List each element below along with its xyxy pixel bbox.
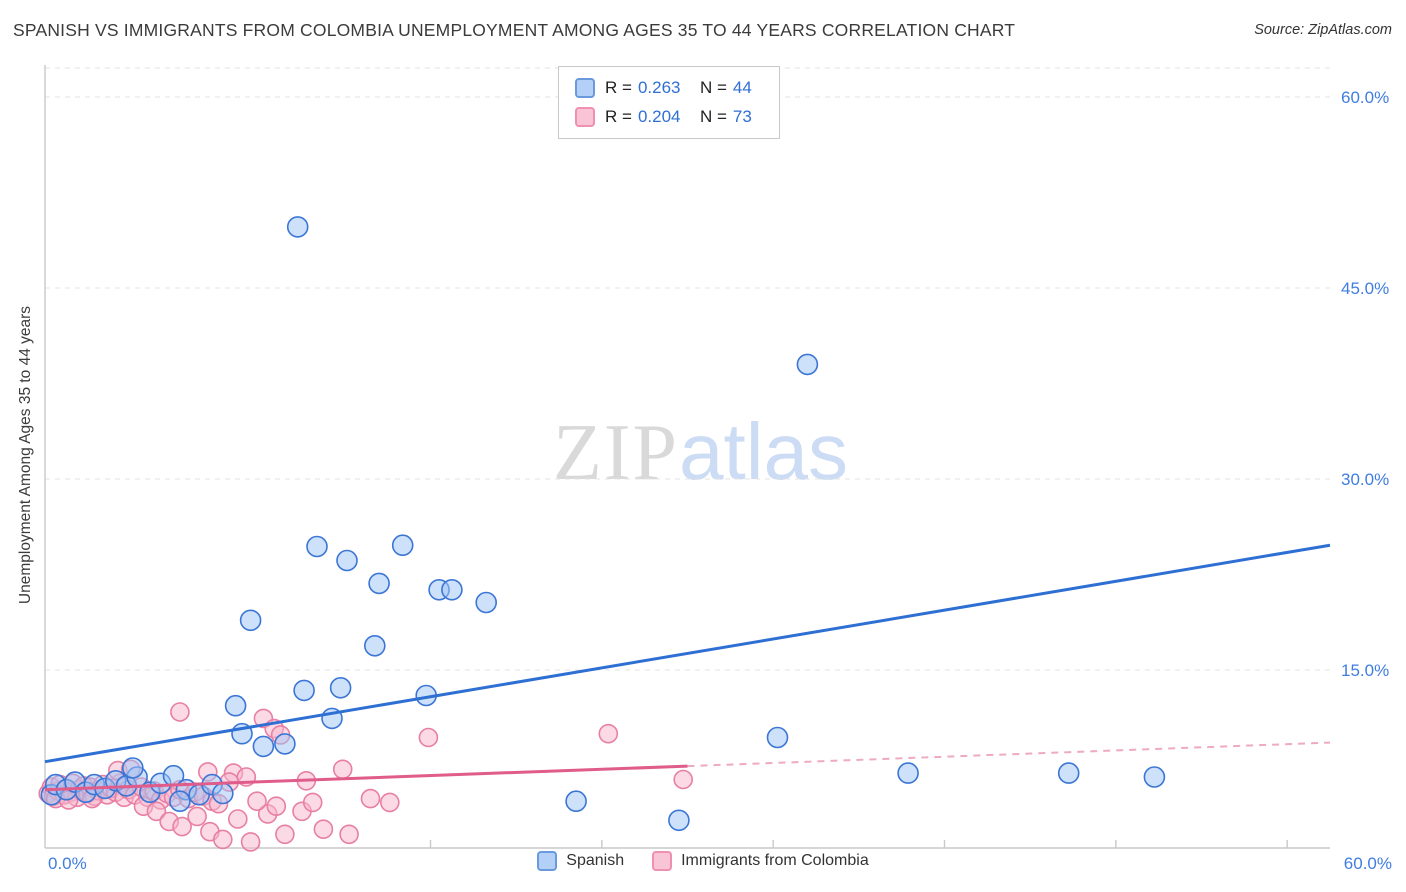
scatter-point bbox=[213, 829, 233, 850]
y-tick-label: 60.0% bbox=[1341, 88, 1389, 107]
scatter-point bbox=[169, 790, 191, 813]
r-label: R = bbox=[605, 78, 632, 97]
correlation-stats-box: R = 0.263 N = 44 R = 0.204 N = 73 bbox=[558, 66, 780, 139]
scatter-point bbox=[313, 819, 334, 840]
legend-item-colombia: Immigrants from Colombia bbox=[652, 851, 869, 871]
n-value-spanish: 44 bbox=[732, 78, 752, 97]
scatter-point bbox=[766, 726, 789, 749]
series-legend: Spanish Immigrants from Colombia bbox=[0, 851, 1406, 871]
scatter-point bbox=[598, 723, 619, 744]
n-value-colombia: 73 bbox=[732, 107, 752, 126]
scatter-point bbox=[418, 727, 439, 748]
scatter-point bbox=[212, 782, 234, 805]
scatter-point bbox=[252, 735, 275, 758]
n-label: N = bbox=[699, 107, 727, 126]
scatter-point bbox=[293, 679, 315, 702]
scatter-point bbox=[228, 809, 248, 829]
scatter-point bbox=[1143, 766, 1166, 788]
scatter-point bbox=[274, 733, 296, 755]
scatter-point bbox=[224, 694, 247, 717]
x-tick-label: 60.0% bbox=[1344, 854, 1392, 873]
scatter-point bbox=[172, 816, 192, 837]
scatter-point bbox=[329, 676, 352, 699]
colombia-swatch bbox=[575, 107, 595, 127]
scatter-point bbox=[247, 791, 267, 812]
stats-row-colombia: R = 0.204 N = 73 bbox=[575, 107, 763, 127]
scatter-point bbox=[391, 534, 414, 557]
stats-row-spanish: R = 0.263 N = 44 bbox=[575, 78, 763, 98]
trend-line bbox=[44, 543, 1331, 764]
source-label: Source: ZipAtlas.com bbox=[1254, 22, 1392, 38]
y-tick-label: 45.0% bbox=[1341, 279, 1389, 298]
legend-label-colombia: Immigrants from Colombia bbox=[681, 852, 869, 869]
r-value-colombia: 0.204 bbox=[637, 107, 681, 126]
x-tick-label: 0.0% bbox=[48, 854, 87, 873]
scatter-point bbox=[379, 792, 400, 813]
scatter-point bbox=[360, 788, 381, 809]
scatter-point bbox=[240, 832, 261, 852]
spanish-swatch bbox=[537, 851, 558, 871]
scatter-point bbox=[1057, 762, 1080, 784]
chart-title: SPANISH VS IMMIGRANTS FROM COLOMBIA UNEM… bbox=[13, 20, 1016, 40]
scatter-point bbox=[673, 769, 694, 790]
scatter-point bbox=[146, 801, 167, 822]
scatter-point bbox=[565, 790, 587, 813]
n-label: N = bbox=[699, 78, 727, 97]
scatter-point bbox=[339, 824, 359, 845]
scatter-point bbox=[275, 824, 295, 845]
scatter-point bbox=[368, 572, 390, 595]
scatter-point bbox=[332, 759, 353, 780]
y-tick-label: 15.0% bbox=[1341, 661, 1389, 680]
scatter-point bbox=[363, 634, 386, 657]
scatter-point bbox=[170, 702, 190, 722]
scatter-point bbox=[336, 549, 358, 572]
scatter-point bbox=[475, 591, 498, 614]
scatter-point bbox=[897, 762, 919, 784]
scatter-point bbox=[302, 792, 323, 813]
scatter-point bbox=[239, 609, 262, 632]
legend-label-spanish: Spanish bbox=[566, 852, 625, 869]
spanish-swatch bbox=[575, 78, 595, 98]
scatter-point bbox=[441, 578, 463, 601]
r-value-spanish: 0.263 bbox=[637, 78, 681, 97]
scatter-point bbox=[266, 796, 287, 817]
r-label: R = bbox=[605, 107, 632, 126]
trend-line-dashed bbox=[687, 741, 1331, 768]
trend-line bbox=[44, 764, 688, 792]
scatter-point bbox=[286, 216, 309, 238]
y-tick-label: 30.0% bbox=[1341, 470, 1389, 489]
scatter-point bbox=[187, 806, 207, 827]
scatter-point bbox=[668, 809, 690, 832]
legend-item-spanish: Spanish bbox=[537, 851, 624, 871]
scatter-point bbox=[122, 757, 144, 779]
scatter-point bbox=[306, 535, 328, 558]
colombia-swatch bbox=[652, 851, 673, 871]
scatter-point bbox=[796, 353, 819, 376]
